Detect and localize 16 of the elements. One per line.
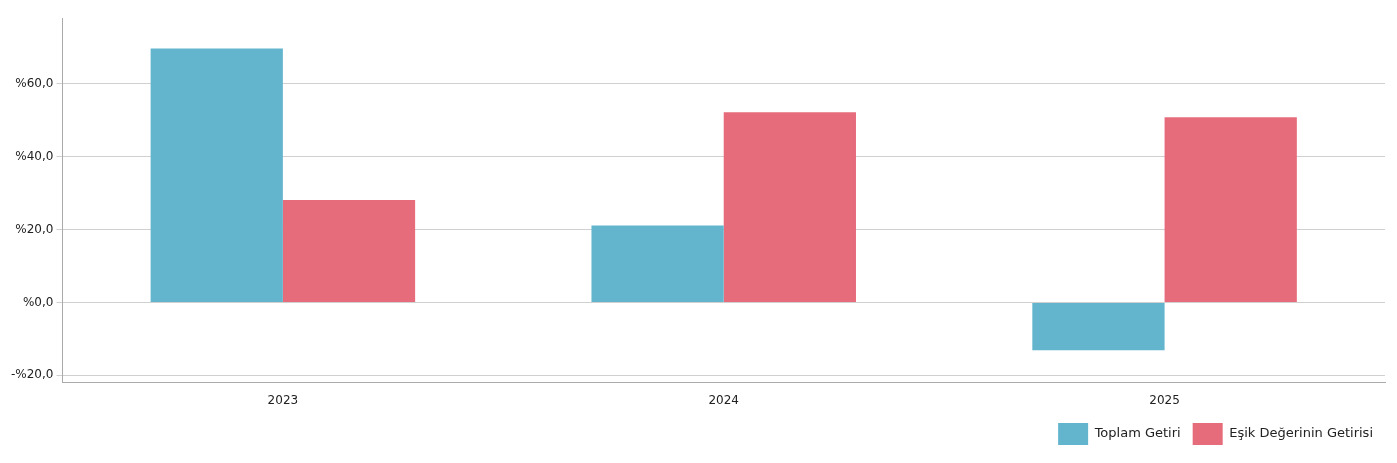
bar xyxy=(1164,117,1297,302)
y-tick-label: %20,0 xyxy=(15,221,54,236)
y-tick-label: -%20,0 xyxy=(11,367,54,382)
x-tick-label: 2023 xyxy=(267,392,299,407)
bar xyxy=(591,225,724,302)
y-tick-label: %60,0 xyxy=(15,75,54,90)
x-tick-label: 2024 xyxy=(708,392,739,407)
y-tick-label: %40,0 xyxy=(15,148,54,163)
bar xyxy=(723,112,856,302)
legend-label: Toplam Getiri xyxy=(1093,425,1181,441)
bar xyxy=(1032,302,1165,351)
x-tick-label: 2025 xyxy=(1149,392,1180,407)
y-tick-label: %0,0 xyxy=(22,294,54,309)
legend-label: Eşik Değerinin Getirisi xyxy=(1229,425,1374,441)
bar xyxy=(150,48,283,302)
bar xyxy=(282,200,416,302)
